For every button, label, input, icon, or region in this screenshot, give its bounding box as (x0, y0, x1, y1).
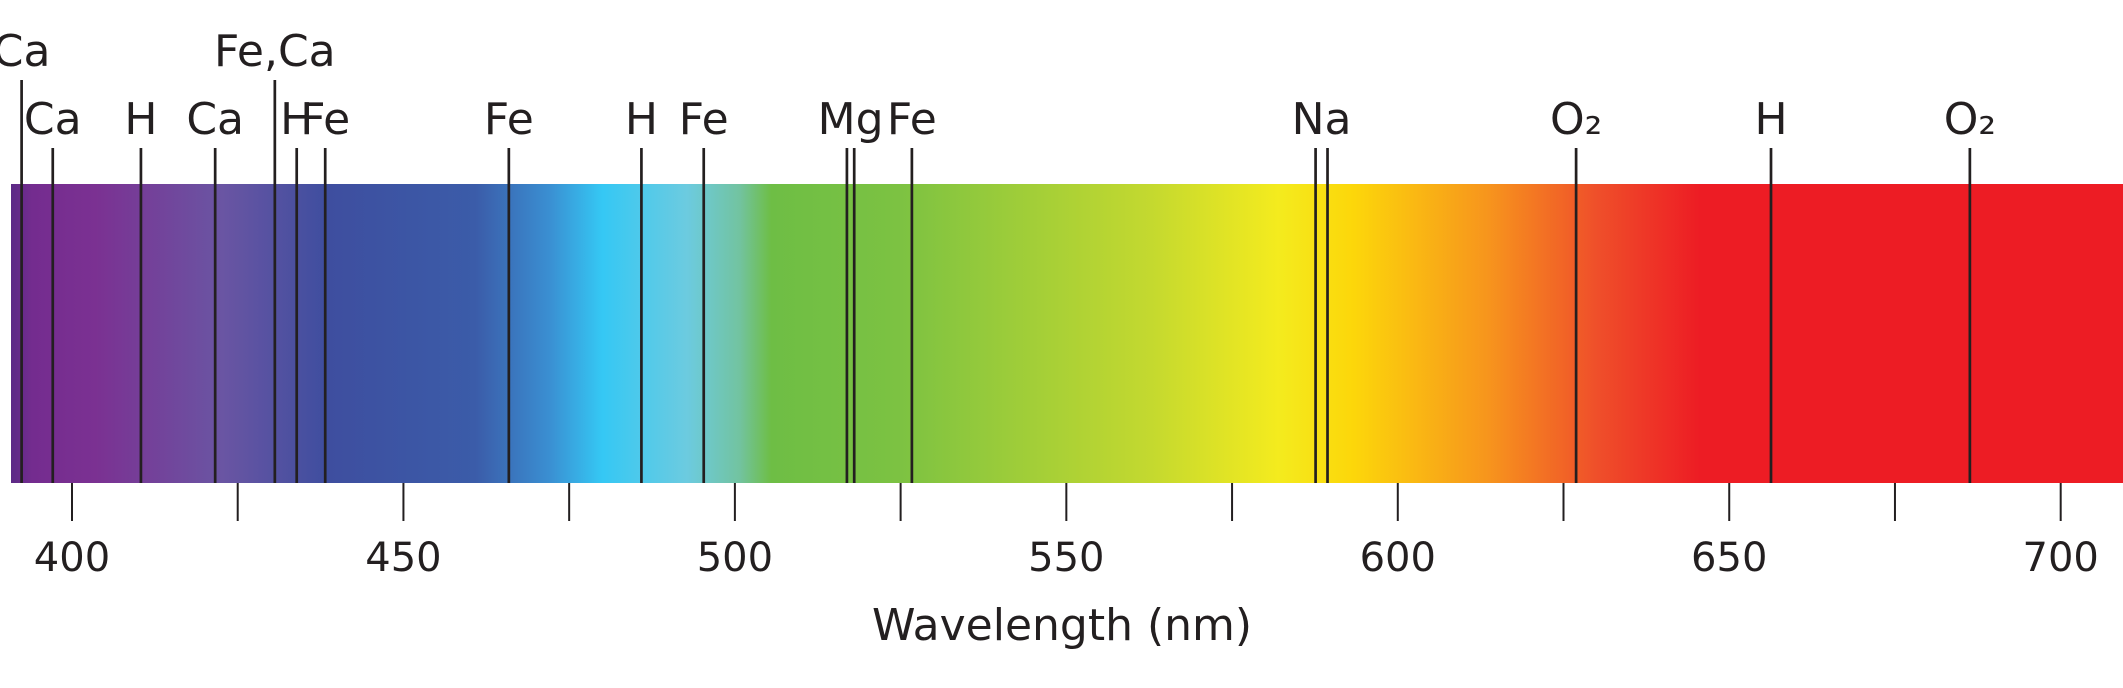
line-label: Fe (300, 94, 350, 145)
x-tick-label: 650 (1691, 535, 1767, 581)
x-tick-label: 450 (365, 535, 441, 581)
line-label: Ca (24, 94, 82, 145)
x-tick-label: 550 (1028, 535, 1104, 581)
line-label: Ca (0, 26, 50, 77)
spectrum-band (11, 184, 2123, 483)
line-label: Fe (484, 94, 534, 145)
line-label: Fe,Ca (214, 26, 336, 77)
line-label: Ca (186, 94, 244, 145)
line-label: Fe (679, 94, 729, 145)
line-label: Fe (887, 94, 937, 145)
x-tick-label: 400 (34, 535, 110, 581)
line-label: Na (1292, 94, 1352, 145)
x-axis-title: Wavelength (nm) (872, 600, 1252, 651)
line-label: Mg (818, 94, 884, 145)
line-label: H (280, 94, 313, 145)
line-label: O₂ (1550, 94, 1602, 145)
x-tick-label: 600 (1360, 535, 1436, 581)
x-tick-label: 500 (697, 535, 773, 581)
line-label: H (1754, 94, 1787, 145)
line-label: H (124, 94, 157, 145)
x-tick-label: 700 (2023, 535, 2099, 581)
line-label: O₂ (1944, 94, 1996, 145)
line-label: H (625, 94, 658, 145)
